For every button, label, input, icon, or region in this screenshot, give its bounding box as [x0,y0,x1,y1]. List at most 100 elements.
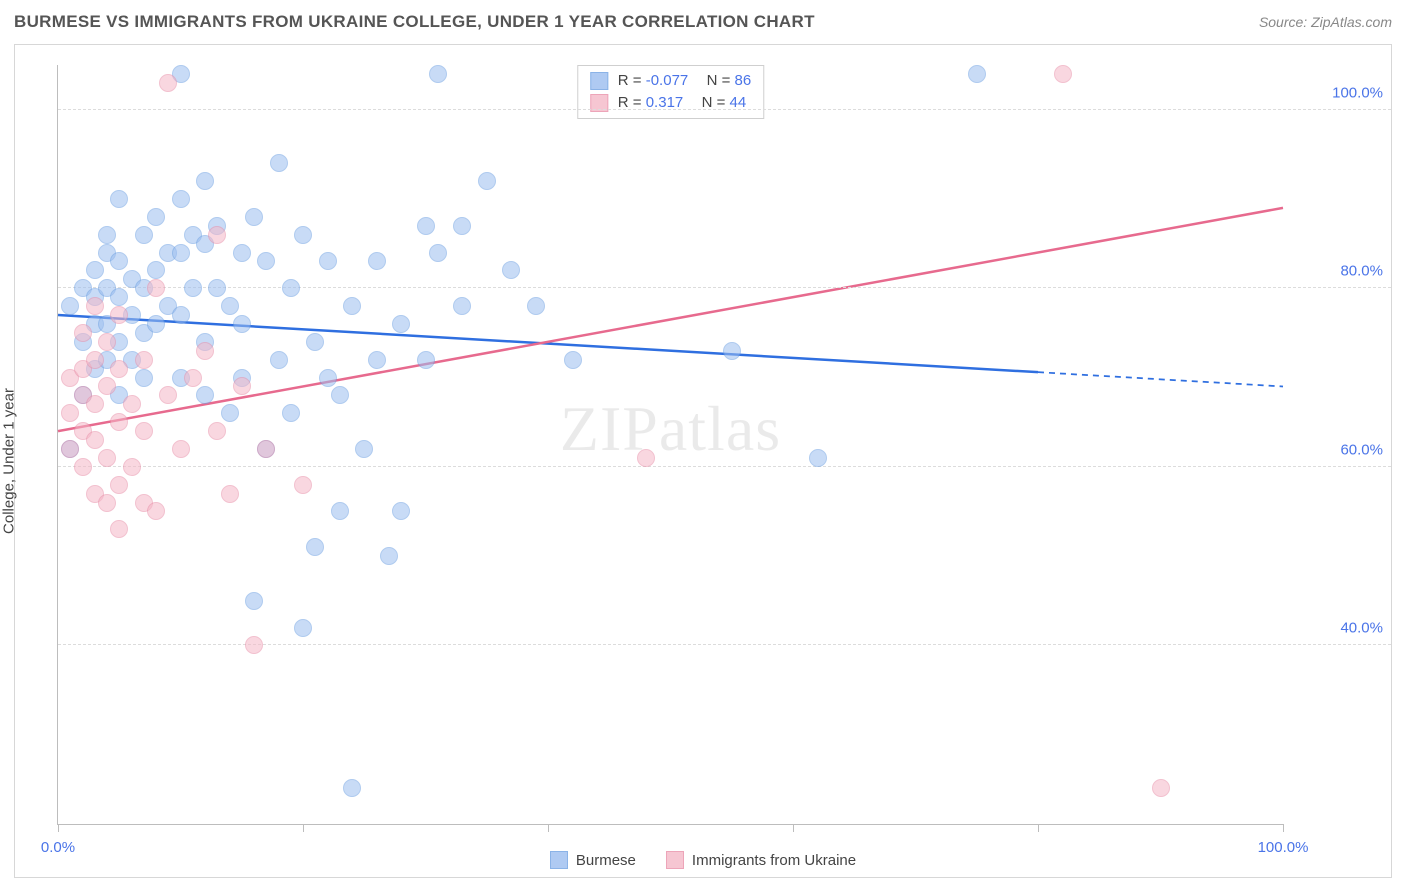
plot-area: ZIPatlas R = -0.077 N = 86R = 0.317 N = … [57,65,1283,825]
data-point [110,520,128,538]
data-point [306,333,324,351]
x-tick [1038,824,1039,832]
data-point [196,172,214,190]
legend-item: Burmese [550,851,636,869]
data-point [61,297,79,315]
data-point [257,252,275,270]
y-tick-label: 80.0% [1291,263,1383,280]
y-tick-label: 40.0% [1291,620,1383,637]
data-point [74,324,92,342]
x-tick [793,824,794,832]
data-point [221,297,239,315]
data-point [429,244,447,262]
data-point [123,395,141,413]
data-point [723,342,741,360]
bottom-legend: Burmese Immigrants from Ukraine [15,851,1391,869]
n-value: N = 86 [698,70,751,92]
data-point [98,226,116,244]
data-point [233,244,251,262]
data-point [417,217,435,235]
trend-lines [58,65,1283,824]
data-point [809,449,827,467]
data-point [1152,779,1170,797]
data-point [294,476,312,494]
data-point [110,252,128,270]
data-point [331,502,349,520]
data-point [233,377,251,395]
data-point [110,190,128,208]
data-point [270,351,288,369]
data-point [429,65,447,83]
data-point [135,226,153,244]
data-point [172,190,190,208]
data-point [110,288,128,306]
data-point [159,386,177,404]
x-tick [303,824,304,832]
data-point [147,502,165,520]
data-point [98,377,116,395]
data-point [282,404,300,422]
gridline [58,287,1391,288]
data-point [110,476,128,494]
data-point [527,297,545,315]
x-tick [548,824,549,832]
data-point [319,369,337,387]
data-point [135,369,153,387]
data-point [208,226,226,244]
data-point [343,779,361,797]
data-point [86,261,104,279]
data-point [86,395,104,413]
data-point [208,279,226,297]
data-point [392,315,410,333]
legend-label: Immigrants from Ukraine [692,852,856,869]
gridline [58,466,1391,467]
data-point [86,351,104,369]
x-tick [1283,824,1284,832]
stats-legend-box: R = -0.077 N = 86R = 0.317 N = 44 [577,65,764,119]
data-point [355,440,373,458]
data-point [196,342,214,360]
data-point [417,351,435,369]
x-tick [58,824,59,832]
data-point [257,440,275,458]
data-point [184,279,202,297]
data-point [98,333,116,351]
gridline [58,109,1391,110]
chart-title: BURMESE VS IMMIGRANTS FROM UKRAINE COLLE… [14,12,815,32]
data-point [184,369,202,387]
data-point [478,172,496,190]
data-point [123,458,141,476]
data-point [110,360,128,378]
data-point [147,261,165,279]
data-point [159,74,177,92]
data-point [172,244,190,262]
y-tick-label: 60.0% [1291,441,1383,458]
data-point [233,315,251,333]
data-point [196,386,214,404]
data-point [221,404,239,422]
legend-label: Burmese [576,852,636,869]
data-point [1054,65,1072,83]
data-point [282,279,300,297]
data-point [74,458,92,476]
stats-row: R = -0.077 N = 86 [590,70,751,92]
legend-swatch [550,851,568,869]
data-point [98,494,116,512]
data-point [147,208,165,226]
legend-item: Immigrants from Ukraine [666,851,856,869]
data-point [86,297,104,315]
data-point [110,306,128,324]
data-point [343,297,361,315]
data-point [61,404,79,422]
data-point [270,154,288,172]
stats-row: R = 0.317 N = 44 [590,92,751,114]
data-point [453,297,471,315]
data-point [245,208,263,226]
legend-swatch [666,851,684,869]
data-point [208,422,226,440]
y-tick-label: 100.0% [1291,84,1383,101]
data-point [294,619,312,637]
data-point [306,538,324,556]
data-point [331,386,349,404]
data-point [245,592,263,610]
